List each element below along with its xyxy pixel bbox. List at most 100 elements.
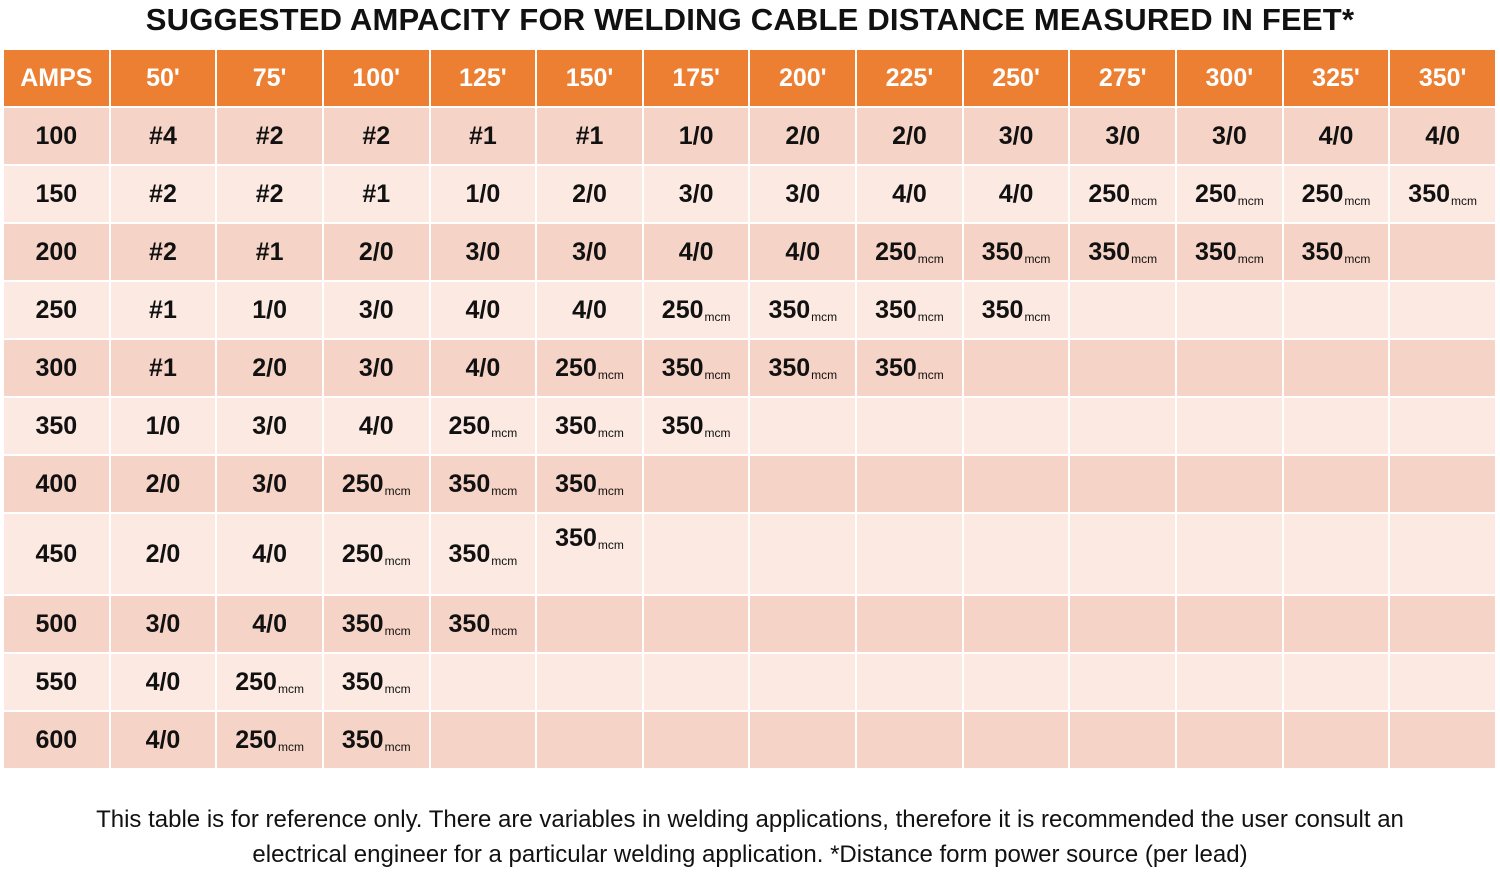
cell-text: 350mcm: [768, 353, 838, 382]
gauge-cell: 1/0: [430, 166, 536, 222]
gauge-cell: 250mcm: [430, 398, 536, 454]
gauge-cell: 350mcm: [430, 596, 536, 652]
mcm-unit: mcm: [597, 425, 624, 440]
gauge-cell: 4/0: [323, 398, 429, 454]
gauge-cell: 250mcm: [1070, 166, 1176, 222]
header-cell: 100': [323, 50, 429, 106]
gauge-cell: [1177, 596, 1282, 652]
gauge-cell: [1390, 712, 1495, 768]
gauge-cell: 4/0: [217, 596, 322, 652]
gauge-cell: 350mcm: [750, 340, 856, 396]
cell-text: 200: [35, 237, 78, 266]
cell-text: 350mcm: [1408, 179, 1478, 208]
mcm-unit: mcm: [1344, 251, 1371, 266]
cell-text: #2: [362, 121, 391, 150]
gauge-cell: [1283, 514, 1389, 594]
gauge-cell: [750, 456, 856, 512]
table-row: 450 2/0 4/0 250mcm 350mcm 350mcm: [4, 514, 1495, 594]
gauge-cell: 250mcm: [857, 224, 962, 280]
gauge-cell: [963, 340, 1069, 396]
gauge-cell: 250mcm: [1283, 166, 1389, 222]
gauge-cell: [643, 596, 749, 652]
gauge-cell: 3/0: [323, 340, 429, 396]
gauge-cell: #1: [537, 108, 642, 164]
cell-text: 3/0: [145, 609, 181, 638]
cell-text: 250mcm: [875, 237, 944, 266]
gauge-cell: [857, 514, 962, 594]
mcm-unit: mcm: [917, 309, 944, 324]
gauge-cell: 4/0: [537, 282, 642, 338]
gauge-cell: 2/0: [110, 456, 216, 512]
amps-cell: 100: [4, 108, 109, 164]
cell-text: 4/0: [678, 237, 714, 266]
gauge-cell: [1390, 340, 1495, 396]
cell-text: 350mcm: [875, 295, 944, 324]
gauge-cell: #1: [110, 340, 216, 396]
mcm-unit: mcm: [277, 739, 304, 754]
gauge-cell: [1177, 514, 1282, 594]
gauge-cell: 2/0: [537, 166, 642, 222]
cell-text: 300: [35, 353, 78, 382]
gauge-cell: 250mcm: [323, 514, 429, 594]
amps-cell: 200: [4, 224, 109, 280]
cell-text: 1/0: [465, 179, 501, 208]
cell-text: 400: [35, 469, 78, 498]
cell-text: 4/0: [1318, 121, 1354, 150]
table-header-row: AMPS 50' 75' 100' 125' 150' 175' 200' 22…: [4, 50, 1495, 106]
gauge-cell: 350mcm: [857, 340, 962, 396]
gauge-cell: [1070, 456, 1176, 512]
cell-text: #1: [362, 179, 391, 208]
gauge-cell: [1390, 398, 1495, 454]
amps-cell: 450: [4, 514, 109, 594]
cell-text: 3/0: [1211, 121, 1247, 150]
table-row: 200 #2 #1 2/0 3/0 3/0 4/0 4/0 250mcm 350mcm 350mcm…: [4, 224, 1495, 280]
gauge-cell: 4/0: [643, 224, 749, 280]
gauge-cell: [1177, 654, 1282, 710]
table-row: 100 #4 #2 #2 #1 #1 1/0 2/0 2/0 3/0 3/0 3/0 4/0 4/0: [4, 108, 1495, 164]
mcm-unit: mcm: [1131, 193, 1158, 208]
cell-text: 350mcm: [341, 667, 411, 696]
gauge-cell: [1283, 712, 1389, 768]
gauge-cell: [1070, 596, 1176, 652]
cell-text: 350mcm: [661, 353, 731, 382]
gauge-cell: 350mcm: [1070, 224, 1176, 280]
gauge-cell: [1390, 654, 1495, 710]
gauge-cell: 2/0: [750, 108, 856, 164]
gauge-cell: 4/0: [430, 340, 536, 396]
gauge-cell: [750, 398, 856, 454]
mcm-unit: mcm: [1344, 193, 1371, 208]
amps-cell: 400: [4, 456, 109, 512]
header-cell: 50': [110, 50, 216, 106]
cell-text: 2/0: [145, 469, 181, 498]
gauge-cell: 350mcm: [537, 398, 642, 454]
gauge-cell: [750, 596, 856, 652]
cell-text: 350mcm: [1195, 237, 1264, 266]
cell-text: 250mcm: [1088, 179, 1158, 208]
amps-cell: 300: [4, 340, 109, 396]
gauge-cell: #2: [110, 224, 216, 280]
gauge-cell: 1/0: [217, 282, 322, 338]
mcm-unit: mcm: [597, 537, 624, 552]
gauge-cell: 3/0: [643, 166, 749, 222]
mcm-unit: mcm: [1237, 193, 1264, 208]
gauge-cell: 3/0: [430, 224, 536, 280]
gauge-cell: [643, 654, 749, 710]
footnote-line-2: electrical engineer for a particular wel…: [252, 841, 1248, 868]
cell-text: 250mcm: [235, 667, 304, 696]
gauge-cell: [963, 654, 1069, 710]
gauge-cell: [857, 712, 962, 768]
table-row: 350 1/0 3/0 4/0 250mcm 350mcm 350mcm: [4, 398, 1495, 454]
gauge-cell: [643, 456, 749, 512]
header-cell: 325': [1283, 50, 1389, 106]
gauge-cell: #2: [110, 166, 216, 222]
cell-text: 350mcm: [555, 411, 624, 440]
gauge-cell: 350mcm: [430, 514, 536, 594]
gauge-cell: [643, 514, 749, 594]
gauge-cell: #1: [217, 224, 322, 280]
cell-text: 350mcm: [981, 237, 1051, 266]
amps-cell: 250: [4, 282, 109, 338]
gauge-cell: [963, 712, 1069, 768]
cell-text: 350mcm: [341, 609, 411, 638]
gauge-cell: [1390, 224, 1495, 280]
cell-text: 250mcm: [1301, 179, 1371, 208]
